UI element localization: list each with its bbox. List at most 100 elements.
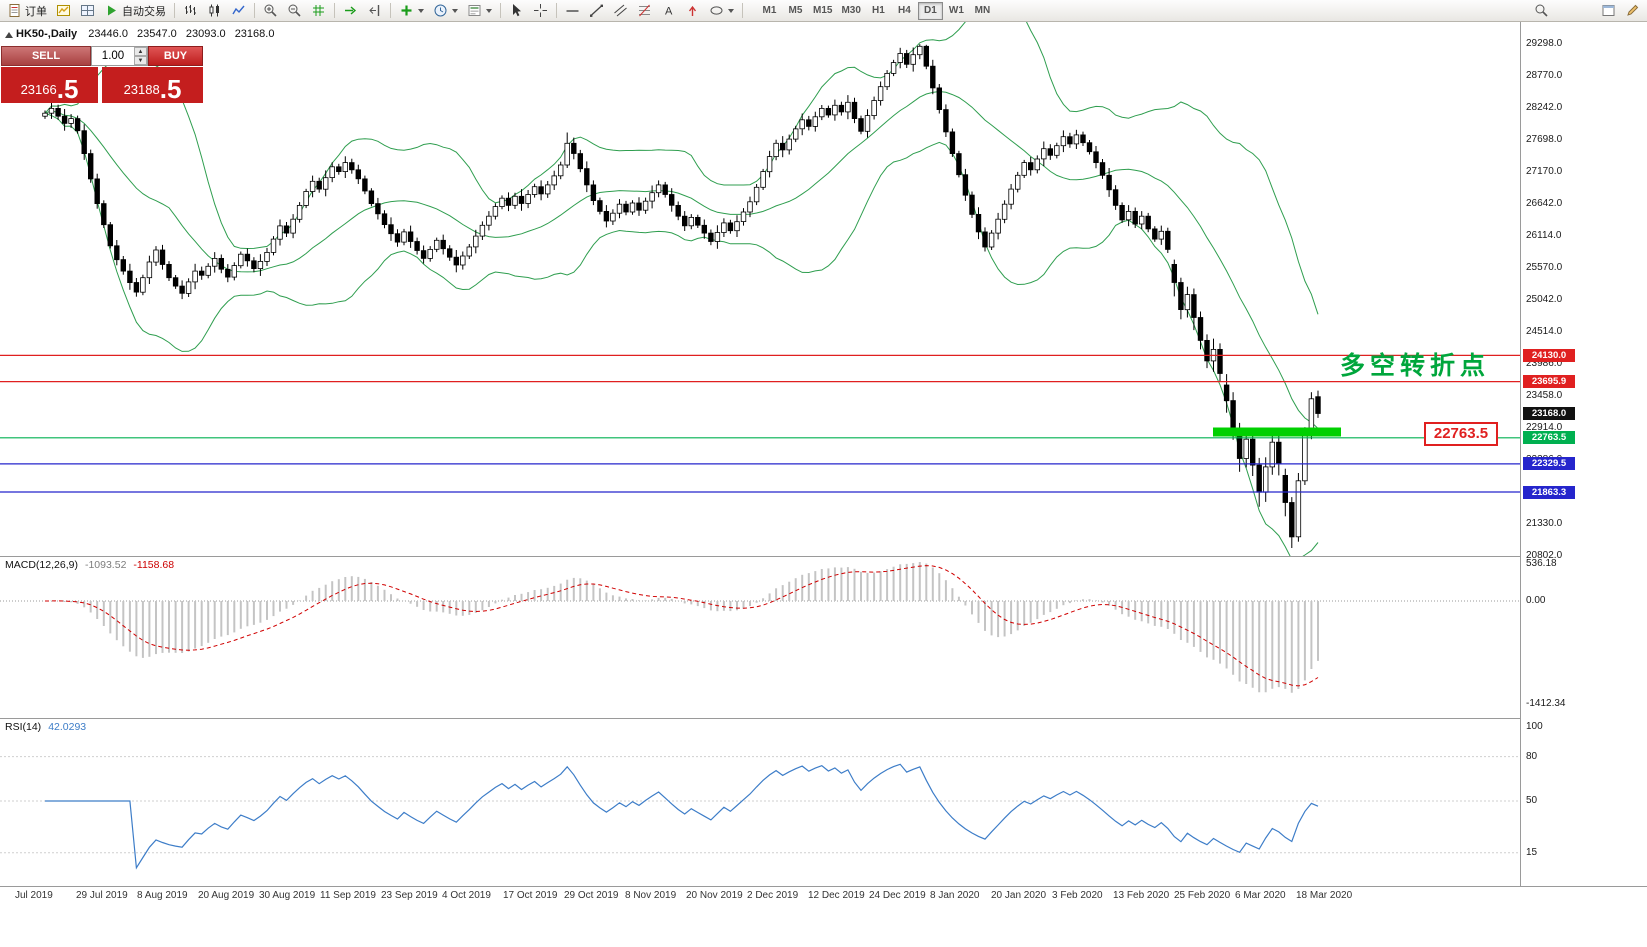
price-tag-22763.5: 22763.5 (1523, 431, 1575, 445)
new-order-button[interactable]: 订单 (3, 1, 51, 21)
timeframe-mn-button[interactable]: MN (970, 2, 995, 20)
time-axis-label: 17 Oct 2019 (503, 890, 558, 901)
time-axis-label: 4 Oct 2019 (442, 890, 491, 901)
shapes-button[interactable] (705, 1, 738, 21)
toolbar-separator (334, 3, 335, 18)
search-button[interactable] (1530, 1, 1553, 21)
timeframe-w1-button[interactable]: W1 (944, 2, 969, 20)
sell-price-main: 23166 (20, 82, 57, 97)
toolbar-separator (254, 3, 255, 18)
main-toolbar: 订单 自动交易 (0, 0, 1647, 22)
timeframe-m30-button[interactable]: M30 (837, 2, 864, 20)
time-axis-label: 8 Aug 2019 (137, 890, 188, 901)
sell-button[interactable]: SELL (1, 46, 91, 66)
time-axis-label: 3 Feb 2020 (1052, 890, 1103, 901)
zoom-in-button[interactable] (259, 1, 282, 21)
time-axis-label: 12 Dec 2019 (808, 890, 865, 901)
macd-panel-canvas[interactable] (0, 556, 1520, 718)
crosshair-button[interactable] (529, 1, 552, 21)
price-tag-23168.0: 23168.0 (1523, 406, 1575, 420)
ohlc-high: 23547.0 (137, 28, 177, 40)
volume-down-button[interactable]: ▼ (134, 56, 147, 65)
time-axis[interactable]: Jul 2019 29 Jul 2019 8 Aug 2019 20 Aug 2019… (0, 886, 1647, 904)
cursor-icon (513, 4, 521, 17)
timeframe-d1-button[interactable]: D1 (917, 1, 943, 20)
text-button[interactable]: A (657, 1, 680, 21)
window-list-button[interactable] (1597, 1, 1620, 21)
chart-title: HK50-,Daily 23446.0 23547.0 23093.0 2316… (16, 28, 280, 40)
line-chart-button[interactable] (227, 1, 250, 21)
timeframe-m1-button[interactable]: M1 (757, 2, 782, 20)
bar-chart-button[interactable] (179, 1, 202, 21)
rsi-value: 42.0293 (48, 721, 87, 733)
price-scale[interactable]: 29298.0 28770.0 28242.0 27698.0 27170.0 26642… (1520, 22, 1647, 886)
candlestick-chart-button[interactable] (203, 1, 226, 21)
rsi-scale-label: 100 (1526, 721, 1543, 732)
text-icon: A (665, 6, 673, 18)
horizontal-line-button[interactable] (561, 1, 584, 21)
rsi-name: RSI(14) (5, 721, 42, 733)
timeframe-h4-button[interactable]: H4 (892, 2, 917, 20)
bollinger-middle-band (44, 90, 1319, 429)
timeframe-m5-button[interactable]: M5 (783, 2, 808, 20)
one-click-collapse-button[interactable] (5, 32, 13, 38)
chart-shift-icon (369, 5, 380, 16)
timeframe-m15-button[interactable]: M15 (809, 2, 836, 20)
panel-separator[interactable] (0, 556, 1647, 557)
buy-button[interactable]: BUY (148, 46, 203, 66)
sell-price-display[interactable]: 23166 .5 (1, 67, 98, 103)
rsi-panel-canvas[interactable] (0, 718, 1520, 886)
chart-shift-button[interactable] (363, 1, 386, 21)
candles[interactable] (42, 44, 1321, 548)
notes-button[interactable] (1621, 1, 1644, 21)
rsi-indicator-label: RSI(14) 42.0293 (5, 721, 86, 733)
profiles-button[interactable] (76, 1, 99, 21)
ohlc-open: 23446.0 (88, 28, 128, 40)
auto-trading-button[interactable]: 自动交易 (100, 1, 170, 21)
time-axis-label: 11 Sep 2019 (320, 890, 376, 901)
fibonacci-button[interactable] (633, 1, 656, 21)
periods-button[interactable] (429, 1, 462, 21)
line-chart-icon (232, 5, 245, 15)
price-tag-23695.9: 23695.9 (1523, 375, 1575, 389)
chart-window-button[interactable] (52, 1, 75, 21)
templates-button[interactable] (463, 1, 496, 21)
arrow-object-icon (688, 5, 697, 16)
auto-scroll-button[interactable] (339, 1, 362, 21)
buy-price-display[interactable]: 23188 .5 (102, 67, 203, 103)
indicators-button[interactable] (395, 1, 428, 21)
price-callout-box[interactable]: 22763.5 (1424, 422, 1498, 446)
timeframe-h1-button[interactable]: H1 (866, 2, 891, 20)
arrow-object-button[interactable] (681, 1, 704, 21)
rsi-scale-label: 15 (1526, 846, 1538, 858)
price-scale-label: 23458.0 (1526, 390, 1563, 401)
volume-field[interactable]: 1.00 ▲ ▼ (91, 46, 148, 66)
price-scale-label: 23986.0 (1526, 358, 1563, 369)
price-scale-label: 24514.0 (1526, 326, 1563, 337)
green-highlight-bar[interactable] (1213, 427, 1341, 437)
volume-up-button[interactable]: ▲ (134, 47, 147, 56)
zoom-out-button[interactable] (283, 1, 306, 21)
equidistant-channel-button[interactable] (609, 1, 632, 21)
panel-separator[interactable] (0, 718, 1647, 719)
fibonacci-icon (639, 4, 650, 17)
volume-spinner: ▲ ▼ (134, 47, 147, 65)
cursor-button[interactable] (505, 1, 528, 21)
rsi-scale-label: 50 (1526, 795, 1538, 806)
new-order-icon (9, 4, 20, 17)
main-chart-canvas[interactable] (0, 22, 1520, 556)
chevron-down-icon (418, 8, 424, 13)
time-axis-label: 2 Dec 2019 (747, 890, 799, 901)
macd-scale-label: 0.00 (1526, 595, 1546, 606)
turning-point-annotation[interactable]: 多空转折点 (1340, 352, 1491, 380)
price-scale-label: 22914.0 (1526, 422, 1563, 433)
price-scale-label: 26114.0 (1526, 230, 1562, 241)
grid-button[interactable] (307, 1, 330, 21)
toolbar-separator (500, 3, 501, 18)
channel-icon (614, 4, 627, 17)
indicators-plus-icon (401, 5, 412, 16)
time-axis-label: 24 Dec 2019 (869, 890, 926, 901)
volume-value: 1.00 (101, 50, 125, 62)
trendline-button[interactable] (585, 1, 608, 21)
zoom-in-icon (264, 4, 277, 17)
